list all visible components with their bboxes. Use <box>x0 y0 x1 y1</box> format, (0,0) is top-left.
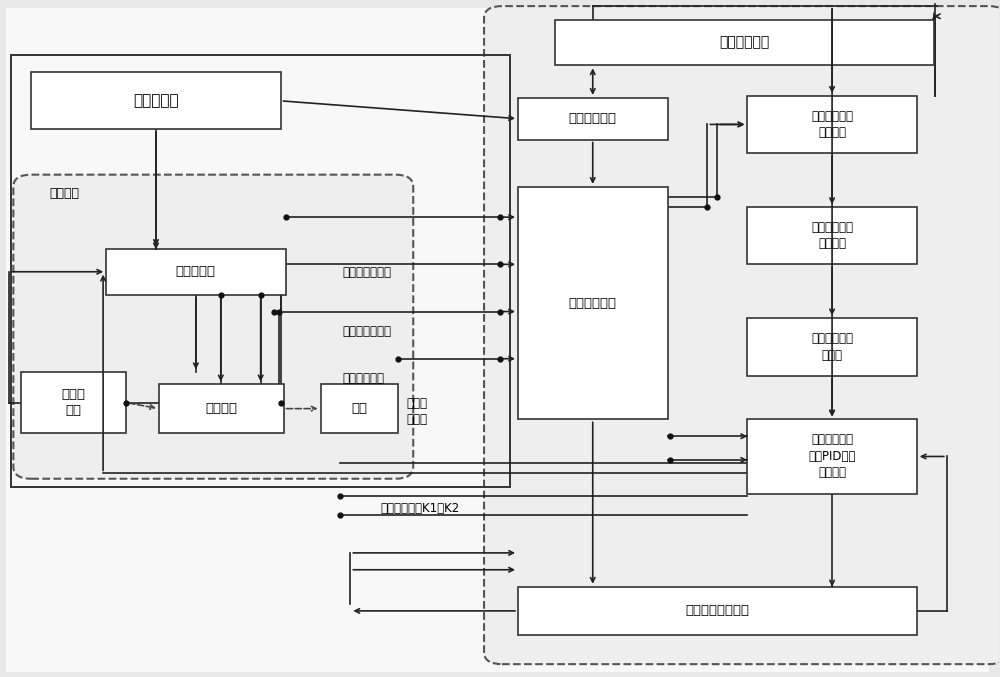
Text: 变桨系统在线
辨识模块: 变桨系统在线 辨识模块 <box>811 221 853 250</box>
FancyBboxPatch shape <box>518 187 668 420</box>
Text: 时序分析模块: 时序分析模块 <box>569 297 617 309</box>
FancyBboxPatch shape <box>106 249 286 294</box>
Text: 桨距角
实际值: 桨距角 实际值 <box>406 397 427 426</box>
Text: 模糊自整定多
模态PID控制
系统模块: 模糊自整定多 模态PID控制 系统模块 <box>808 433 856 479</box>
Text: 可变增益参数K1和K2: 可变增益参数K1和K2 <box>380 502 460 515</box>
Text: 时序统计数据
记录模块: 时序统计数据 记录模块 <box>811 110 853 139</box>
FancyBboxPatch shape <box>747 420 917 494</box>
Text: 人机接口单元: 人机接口单元 <box>719 35 769 49</box>
Text: 变桨系统: 变桨系统 <box>49 187 79 200</box>
Text: 桨距角控制指令: 桨距角控制指令 <box>342 266 391 279</box>
Text: 液压执
行器: 液压执 行器 <box>62 388 86 417</box>
FancyBboxPatch shape <box>320 385 398 433</box>
FancyBboxPatch shape <box>518 97 668 139</box>
FancyBboxPatch shape <box>747 95 917 153</box>
Text: 控制性能计算模块: 控制性能计算模块 <box>685 605 749 617</box>
FancyBboxPatch shape <box>518 586 917 635</box>
FancyBboxPatch shape <box>555 20 934 66</box>
FancyBboxPatch shape <box>159 385 284 433</box>
FancyBboxPatch shape <box>31 72 281 129</box>
FancyBboxPatch shape <box>747 318 917 376</box>
Text: 模态控制器: 模态控制器 <box>133 93 179 108</box>
Text: 叶片: 叶片 <box>351 402 367 415</box>
Text: 联动装置: 联动装置 <box>205 402 237 415</box>
Text: 控制器参数优
化模块: 控制器参数优 化模块 <box>811 332 853 362</box>
Text: 液压执行器出力: 液压执行器出力 <box>342 325 391 338</box>
Text: 联动装置位移: 联动装置位移 <box>342 372 384 385</box>
Text: 变桨控制器: 变桨控制器 <box>176 265 216 278</box>
FancyBboxPatch shape <box>21 372 126 433</box>
FancyBboxPatch shape <box>484 6 1000 664</box>
FancyBboxPatch shape <box>13 175 413 479</box>
Text: 模态感知模块: 模态感知模块 <box>569 112 617 125</box>
FancyBboxPatch shape <box>6 8 989 672</box>
FancyBboxPatch shape <box>747 207 917 264</box>
